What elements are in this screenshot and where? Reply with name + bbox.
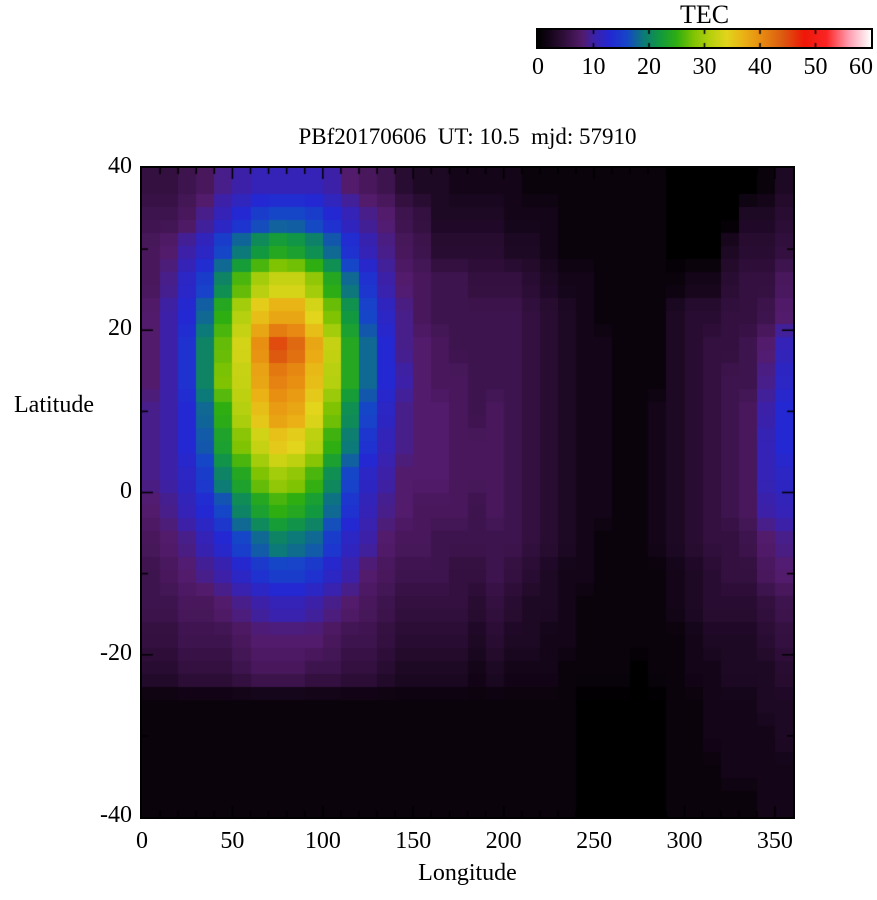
colorbar-frame <box>536 28 873 49</box>
x-tick-label: 200 <box>485 828 522 854</box>
tec-heatmap-canvas <box>142 168 793 817</box>
colorbar-tick-label: 10 <box>581 54 606 80</box>
colorbar-tick-label: 0 <box>532 54 544 80</box>
plot-frame <box>140 166 795 819</box>
y-tick-label: 40 <box>108 153 132 179</box>
x-tick-label: 100 <box>304 828 341 854</box>
colorbar-tick-label: 50 <box>803 54 828 80</box>
y-tick-label: -20 <box>100 639 132 666</box>
x-tick-label: 350 <box>756 828 793 854</box>
y-tick-label: 0 <box>120 477 132 504</box>
x-tick-label: 300 <box>666 828 703 854</box>
colorbar-tick-label: 60 <box>849 54 873 80</box>
page-title: PBf20170606 UT: 10.5 mjd: 57910 <box>298 124 637 149</box>
colorbar-gradient-canvas <box>538 30 871 47</box>
x-tick-label: 0 <box>136 828 148 854</box>
colorbar-tick-label: 20 <box>637 54 661 80</box>
y-axis-label: Latitude <box>14 392 94 418</box>
y-tick-label: -40 <box>100 802 132 828</box>
colorbar-tick-label: 30 <box>692 54 717 80</box>
x-tick-label: 50 <box>220 828 245 854</box>
y-tick-label: 20 <box>108 315 132 342</box>
colorbar-tick-label: 40 <box>748 54 772 80</box>
x-axis-label: Longitude <box>418 860 517 886</box>
colorbar-title: TEC <box>679 0 730 29</box>
x-tick-label: 250 <box>576 828 613 854</box>
x-tick-label: 150 <box>395 828 432 854</box>
